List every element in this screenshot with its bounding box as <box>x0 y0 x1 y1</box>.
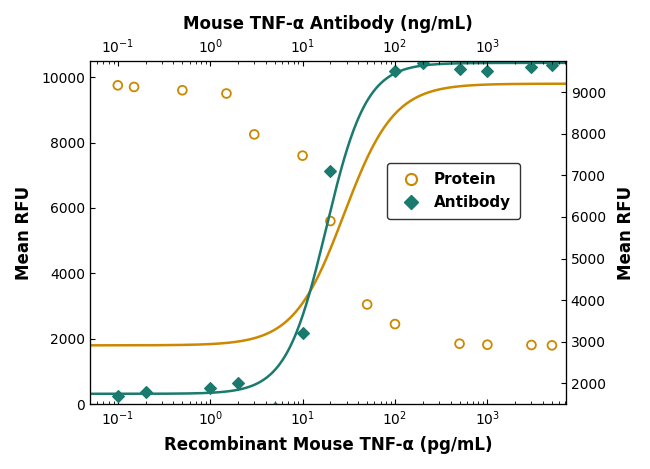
Point <box>140 388 151 395</box>
Point <box>454 65 465 73</box>
Y-axis label: Mean RFU: Mean RFU <box>15 185 33 280</box>
Point <box>325 217 335 225</box>
Point <box>249 131 259 138</box>
X-axis label: Mouse TNF-α Antibody (ng/mL): Mouse TNF-α Antibody (ng/mL) <box>183 15 473 33</box>
Point <box>205 384 215 391</box>
Point <box>547 341 557 349</box>
Point <box>526 63 537 71</box>
Point <box>390 320 400 328</box>
Point <box>221 90 231 97</box>
Point <box>482 341 493 348</box>
Point <box>454 340 465 348</box>
Point <box>362 301 372 308</box>
Y-axis label: Mean RFU: Mean RFU <box>617 185 635 280</box>
Point <box>177 86 188 94</box>
Point <box>233 379 243 387</box>
Point <box>112 392 123 400</box>
Point <box>325 167 335 175</box>
Point <box>129 83 139 91</box>
Legend: Protein, Antibody: Protein, Antibody <box>387 163 520 219</box>
Point <box>390 68 400 75</box>
X-axis label: Recombinant Mouse TNF-α (pg/mL): Recombinant Mouse TNF-α (pg/mL) <box>164 436 492 454</box>
Point <box>526 341 537 349</box>
Point <box>417 59 428 67</box>
Point <box>482 68 493 75</box>
Point <box>112 82 123 89</box>
Point <box>298 152 308 159</box>
Point <box>547 61 557 69</box>
Point <box>270 405 280 412</box>
Point <box>298 330 308 337</box>
